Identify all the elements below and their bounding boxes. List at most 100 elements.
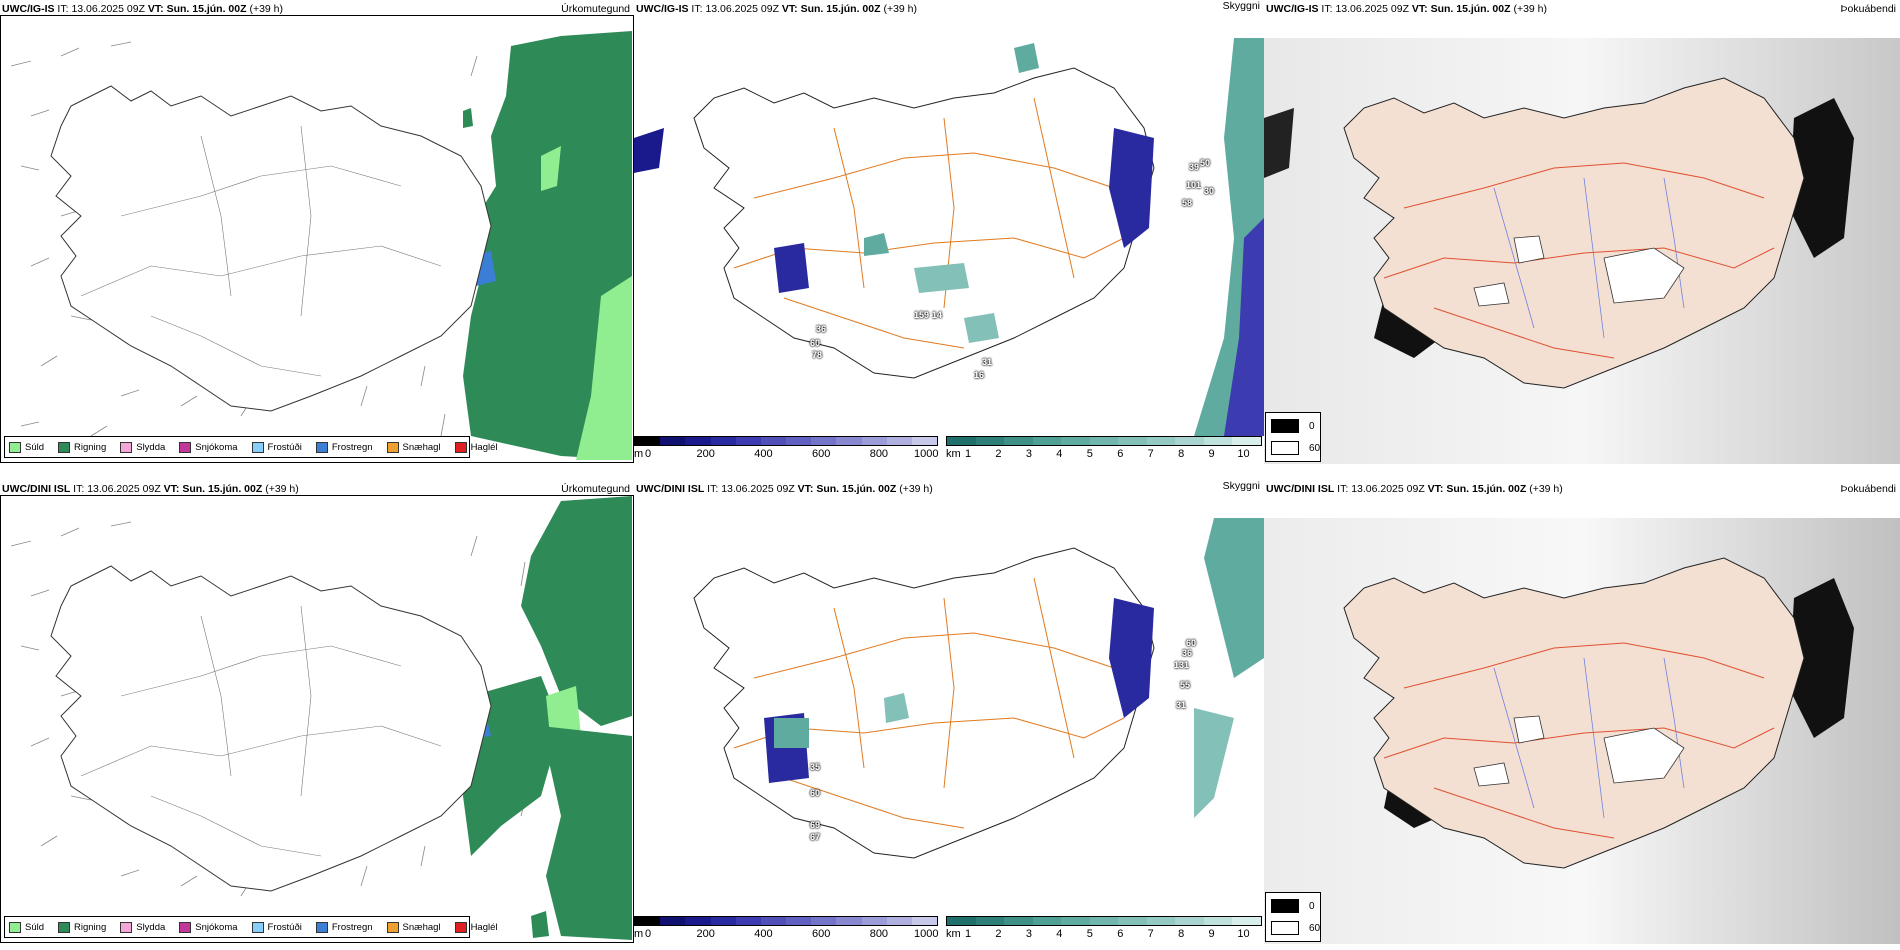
cloud-swatch bbox=[1271, 419, 1299, 433]
legend-item-rigning: Rigning bbox=[58, 441, 106, 453]
cloud-legend: 0 60 bbox=[1265, 412, 1321, 462]
legend-swatch bbox=[251, 921, 264, 933]
colorbar-step bbox=[1089, 917, 1119, 925]
tick-label: 6 bbox=[1117, 448, 1124, 460]
ceiling-unit: m bbox=[634, 448, 644, 460]
colorbar-step bbox=[1032, 917, 1062, 925]
colorbar-step bbox=[886, 437, 912, 445]
colorbar-step bbox=[710, 437, 736, 445]
colorbar-step bbox=[1175, 437, 1204, 445]
colorbar-step bbox=[861, 437, 887, 445]
tick-label: 0 bbox=[644, 448, 652, 460]
ceiling-ticks: 0 200 400 600 800 1000 bbox=[644, 448, 944, 462]
colorbar-step bbox=[1004, 917, 1033, 925]
precip-panel-row2: UWC/DINI ISL IT: 13.06.2025 09Z VT: Sun.… bbox=[0, 480, 634, 950]
roads bbox=[80, 605, 442, 857]
cloud-legend: 0 60 bbox=[1265, 892, 1321, 942]
legend-item-sudl: Súld bbox=[9, 441, 44, 453]
colorbar-step bbox=[1232, 917, 1262, 925]
cloud-map bbox=[1264, 38, 1900, 464]
roads bbox=[733, 577, 1125, 829]
colorbar-step bbox=[1232, 437, 1262, 445]
legend-swatch bbox=[315, 921, 328, 933]
iceland-outline bbox=[50, 565, 492, 892]
legend-swatch bbox=[386, 441, 399, 453]
visibility-map bbox=[634, 38, 1264, 436]
iceland-land bbox=[1343, 77, 1805, 389]
roads bbox=[1383, 162, 1775, 359]
tick-label: 3 bbox=[1025, 448, 1032, 460]
iceland-outline bbox=[50, 85, 492, 412]
legend-item-frostregn: Frostregn bbox=[315, 441, 373, 453]
panel-label-visibility: Skyggni bbox=[1222, 480, 1260, 492]
roads bbox=[1383, 642, 1775, 839]
glaciers bbox=[1473, 715, 1685, 787]
tick-label: 400 bbox=[754, 448, 773, 460]
visibility-panel-row2: UWC/DINI ISL IT: 13.06.2025 09Z VT: Sun.… bbox=[634, 480, 1264, 950]
panel-label-precip: Úrkomutegund bbox=[561, 3, 630, 15]
legend-item-snaehagl: Snæhagl bbox=[386, 441, 441, 453]
cloud-panel-row2: UWC/DINI ISL IT: 13.06.2025 09Z VT: Sun.… bbox=[1264, 480, 1900, 950]
colorbar-step bbox=[760, 917, 787, 925]
legend-swatch bbox=[386, 921, 399, 933]
precip-legend: Súld Rigning Slydda Snjókoma Frostúði Fr… bbox=[4, 916, 498, 938]
rivers bbox=[1493, 657, 1685, 819]
colorbar-step bbox=[1146, 437, 1176, 445]
colorbar-step bbox=[947, 917, 976, 925]
tick-label: 6 bbox=[1117, 928, 1124, 940]
colorbar-step bbox=[911, 917, 938, 925]
legend-swatch bbox=[120, 921, 133, 933]
legend-swatch bbox=[251, 441, 264, 453]
panel-label-precip: Úrkomutegund bbox=[561, 483, 630, 495]
precip-map bbox=[1, 16, 632, 460]
colorbar-step bbox=[685, 437, 711, 445]
colorbar-step bbox=[1146, 917, 1176, 925]
legend-swatch bbox=[58, 921, 71, 933]
panel-title: UWC/IG-IS IT: 13.06.2025 09Z VT: Sun. 15… bbox=[636, 3, 918, 15]
visibility-panel-row1: UWC/IG-IS IT: 13.06.2025 09Z VT: Sun. 15… bbox=[634, 0, 1264, 470]
tick-label: 2 bbox=[995, 448, 1002, 460]
tick-label: 5 bbox=[1086, 448, 1093, 460]
cloud-legend-row: 60 bbox=[1271, 921, 1320, 935]
colorbar-step bbox=[811, 437, 837, 445]
iceland-outline bbox=[693, 547, 1155, 859]
visibility-unit: km bbox=[946, 928, 961, 940]
tick-label: 400 bbox=[754, 928, 773, 940]
legend-item-rigning: Rigning bbox=[58, 921, 106, 933]
tick-label: 9 bbox=[1208, 448, 1215, 460]
colorbar-step bbox=[811, 917, 837, 925]
tick-label: 2 bbox=[995, 928, 1002, 940]
colorbar-step bbox=[886, 917, 912, 925]
legend-swatch bbox=[9, 441, 21, 453]
ceiling-colorbar-strip bbox=[634, 916, 938, 926]
tick-label: 10 bbox=[1237, 928, 1250, 940]
tick-label: 1000 bbox=[913, 928, 939, 940]
panel-label-cloud: Þokuábendi bbox=[1840, 483, 1896, 495]
roads bbox=[733, 97, 1125, 349]
visibility-unit: km bbox=[946, 448, 961, 460]
legend-swatch bbox=[454, 921, 467, 933]
legend-item-frostudi: Frostúði bbox=[251, 921, 302, 933]
legend-swatch bbox=[120, 441, 133, 453]
colorbar-step bbox=[1203, 437, 1233, 445]
colorbar-step bbox=[836, 437, 862, 445]
legend-swatch bbox=[315, 441, 328, 453]
legend-swatch bbox=[179, 441, 192, 453]
legend-swatch bbox=[454, 441, 467, 453]
tick-label: 3 bbox=[1025, 928, 1032, 940]
colorbar-step bbox=[1203, 917, 1233, 925]
tick-label: 10 bbox=[1237, 448, 1250, 460]
visibility-ticks: 1 2 3 4 5 6 7 8 9 10 bbox=[965, 928, 1258, 942]
cloud-legend-row: 0 bbox=[1271, 899, 1315, 913]
colorbar-step bbox=[635, 437, 661, 445]
cloud-legend-row: 60 bbox=[1271, 441, 1320, 455]
visibility-colorbar: km 1 2 3 4 5 6 7 8 9 10 bbox=[946, 916, 1264, 946]
ceiling-areas bbox=[764, 598, 1154, 783]
precip-map bbox=[1, 496, 632, 940]
panel-label-cloud: Þokuábendi bbox=[1840, 3, 1896, 15]
colorbar-step bbox=[660, 917, 686, 925]
ceiling-colorbar: m 0 200 400 600 800 1000 bbox=[634, 436, 944, 466]
ceiling-unit: m bbox=[634, 928, 644, 940]
glaciers bbox=[1473, 235, 1685, 307]
tick-label: 5 bbox=[1086, 928, 1093, 940]
